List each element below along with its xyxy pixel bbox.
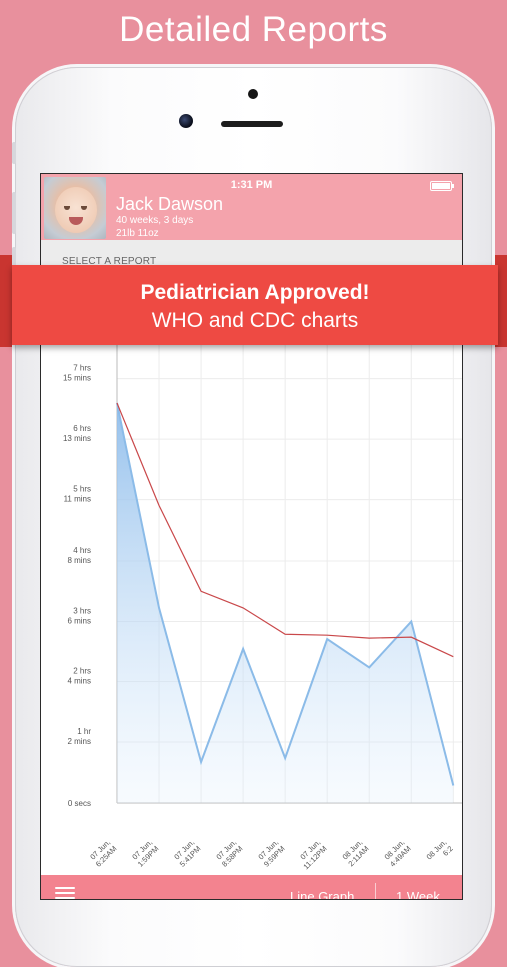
y-tick-label: 5 hrs 11 mins xyxy=(64,485,91,504)
x-tick-label: 07 Jun,1:59PM xyxy=(129,838,160,869)
child-avatar xyxy=(44,177,106,239)
x-tick-label: 07 Jun,6:25AM xyxy=(87,838,118,869)
bottom-toolbar: Line Graph 1 Week xyxy=(41,875,462,900)
child-name: Jack Dawson xyxy=(116,194,224,214)
chart-area: 0 secs 1 hr 2 mins 2 hrs 4 mins 3 hrs 6 mins 4 … xyxy=(41,270,462,875)
x-tick-label: 08 Jun,4:49AM xyxy=(382,838,413,869)
volume-up-button xyxy=(12,192,16,234)
x-tick-label: 07 Jun,8:58PM xyxy=(214,838,245,869)
x-tick-label: 08 Jun,2:11AM xyxy=(340,838,371,869)
y-tick-label: 0 secs xyxy=(68,799,91,808)
status-bar: 1:31 PM xyxy=(41,174,462,196)
hamburger-menu-icon[interactable] xyxy=(55,887,75,899)
status-time: 1:31 PM xyxy=(230,179,273,191)
y-tick-label: 2 hrs 4 mins xyxy=(67,667,91,686)
toolbar-divider xyxy=(375,883,376,899)
series-area xyxy=(117,403,454,803)
x-tick-label: 07 Jun,9:59PM xyxy=(256,838,287,869)
banner-title: Pediatrician Approved! xyxy=(140,281,370,304)
mute-switch xyxy=(12,142,16,164)
avatar-right-eye xyxy=(81,206,87,210)
period-button[interactable]: 1 Week xyxy=(396,889,440,900)
banner-fold-right xyxy=(495,255,507,347)
banner-fold-left xyxy=(0,255,12,347)
battery-icon xyxy=(430,181,454,191)
y-tick-label: 7 hrs 15 mins xyxy=(63,364,91,383)
promo-banner: Pediatrician Approved! WHO and CDC chart… xyxy=(12,265,498,345)
child-weight: 21lb 11oz xyxy=(116,228,159,239)
avatar-left-eye xyxy=(64,206,70,210)
avatar-mouth xyxy=(69,217,83,225)
y-tick-label: 6 hrs 13 mins xyxy=(63,424,91,443)
child-profile-header[interactable]: Jack Dawson 40 weeks, 3 days 21lb 11oz xyxy=(41,174,462,240)
select-report-label: SELECT A REPORT xyxy=(62,256,157,267)
earpiece-speaker xyxy=(221,121,283,127)
x-tick-label: 07 Jun,5:41PM xyxy=(171,838,202,869)
banner-subtitle: WHO and CDC charts xyxy=(151,309,359,332)
graph-type-button[interactable]: Line Graph xyxy=(290,889,355,900)
y-tick-label: 3 hrs 6 mins xyxy=(67,607,91,626)
headline: Detailed Reports xyxy=(119,10,388,49)
x-tick-label: 08 Jun,6:2 xyxy=(425,838,455,868)
y-tick-label: 1 hr 2 mins xyxy=(67,727,91,746)
sleep-duration-line xyxy=(116,402,455,786)
front-camera xyxy=(179,114,193,128)
y-tick-label: 4 hrs 8 mins xyxy=(67,546,91,565)
avatar-face xyxy=(55,187,97,233)
proximity-sensor xyxy=(248,89,258,99)
sleep-line-chart: 0 secs 1 hr 2 mins 2 hrs 4 mins 3 hrs 6 mins 4 … xyxy=(63,344,462,872)
child-age: 40 weeks, 3 days xyxy=(116,215,194,226)
x-tick-label: 07 Jun,11:12PM xyxy=(295,838,329,872)
average-line xyxy=(116,402,454,658)
